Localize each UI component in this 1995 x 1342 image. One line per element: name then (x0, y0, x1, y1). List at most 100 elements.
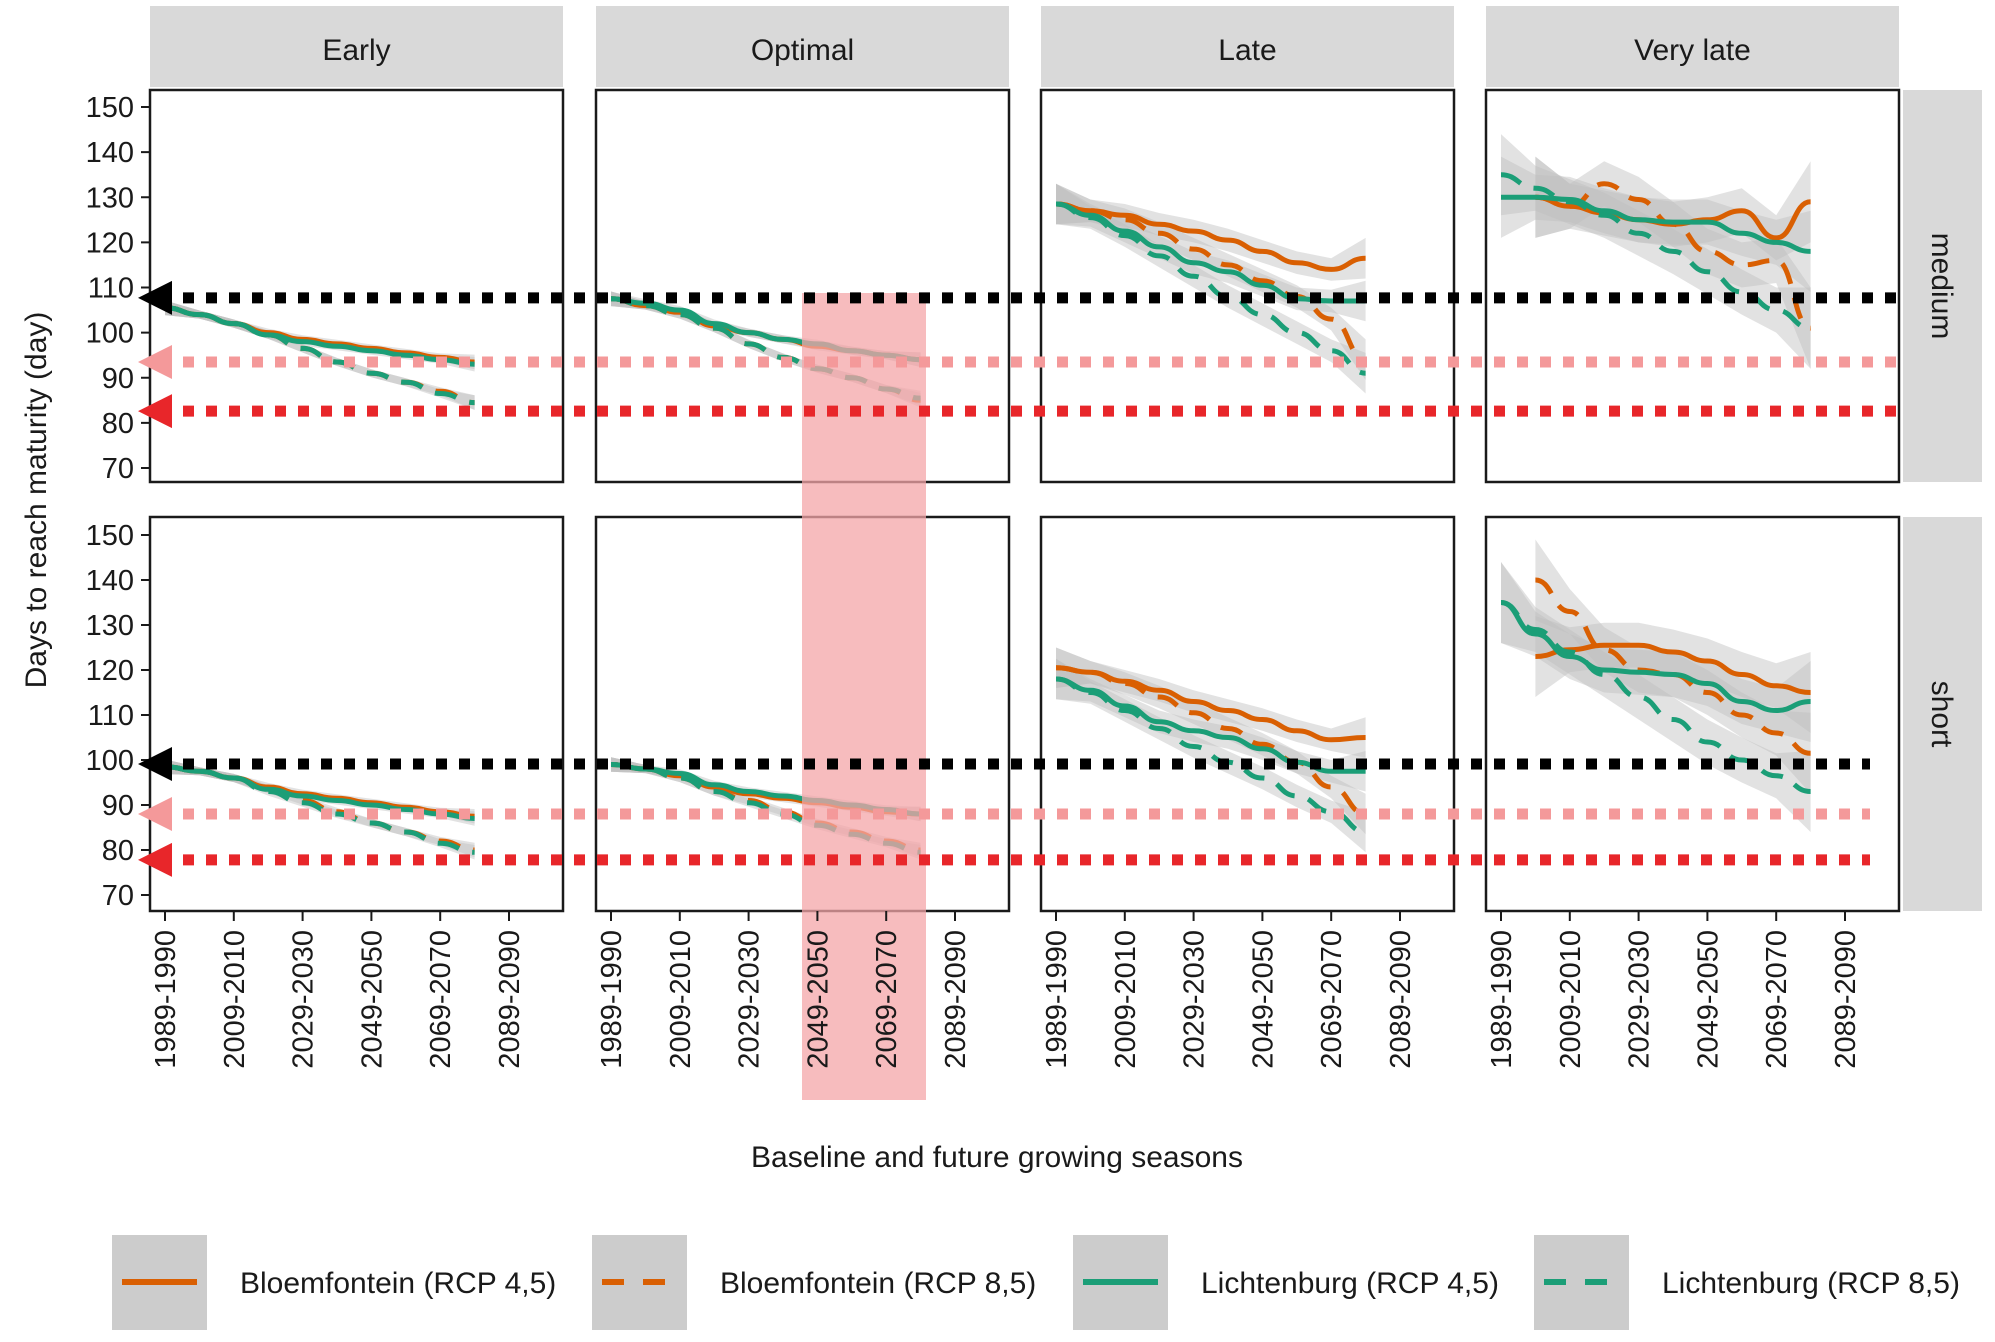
arrow-left-icon (138, 842, 172, 877)
panel-medium-late (1039, 88, 1456, 484)
legend: Bloemfontein (RCP 4,5) Bloemfontein (RCP … (112, 1235, 1960, 1330)
y-tick-label: 140 (86, 565, 134, 597)
legend-label: Bloemfontein (RCP 4,5) (240, 1267, 556, 1300)
highlight-band (802, 293, 926, 1100)
arrow-left-icon (138, 280, 172, 315)
panel-medium-early (148, 88, 565, 484)
x-tick-label: 2069-2070 (1316, 930, 1348, 1069)
strip-label: short (1925, 681, 1958, 748)
panel-medium-very-late (1484, 88, 1901, 484)
x-axes: 1989-1990 2009-2010 2029-2030 2049-2050 2069… (150, 911, 1862, 1069)
panel-short-very-late (1484, 515, 1901, 913)
panels (148, 88, 1901, 1100)
strip-label: Early (322, 34, 390, 67)
y-tick-label: 110 (88, 273, 134, 305)
legend-label: Bloemfontein (RCP 8,5) (720, 1267, 1036, 1300)
series-line-bloemfontein-rcp-8-5 (1055, 665, 1367, 817)
x-tick-label: 2049-2050 (1247, 930, 1279, 1069)
x-axis-title: Baseline and future growing seasons (751, 1141, 1243, 1174)
x-tick-label: 2029-2030 (1179, 930, 1211, 1069)
strip-very-late (1486, 6, 1899, 87)
x-tick-label: 2009-2010 (1555, 930, 1587, 1069)
x-tick-label: 2049-2050 (1692, 930, 1724, 1069)
panel-border (1039, 515, 1456, 913)
series-line-bloemfontein-rcp-8-5 (1535, 181, 1812, 331)
y-tick-label: 130 (86, 610, 134, 642)
series-line-bloemfontein-rcp-4-5 (1535, 642, 1811, 695)
series-line-lichtenburg-rcp-8-5 (164, 305, 475, 406)
panel-border (1484, 88, 1901, 484)
legend-item: Bloemfontein (RCP 8,5) (592, 1235, 1036, 1330)
x-tick-label: 2029-2030 (734, 930, 766, 1069)
confidence-band (1501, 134, 1811, 369)
strip-label: Late (1218, 34, 1276, 67)
panel-background (150, 90, 563, 482)
legend-label: Lichtenburg (RCP 4,5) (1201, 1267, 1499, 1300)
strip-medium (1903, 90, 1982, 482)
column-strips: Early Optimal Late Very late (150, 6, 1899, 87)
series-line-lichtenburg-rcp-8-5 (164, 764, 475, 855)
y-tick-label: 70 (102, 453, 134, 485)
panel-background (1486, 517, 1899, 911)
x-tick-label: 2069-2070 (1761, 930, 1793, 1069)
series-line-lichtenburg-rcp-4-5 (1500, 194, 1811, 254)
y-tick-label: 100 (86, 318, 134, 350)
y-tick-label: 150 (86, 520, 134, 552)
x-tick-label: 2089-2090 (1830, 930, 1862, 1069)
x-tick-label: 2009-2010 (665, 930, 697, 1069)
panel-border (148, 88, 565, 484)
series-line-bloemfontein-rcp-8-5 (1534, 577, 1811, 756)
strip-label: Optimal (751, 34, 854, 67)
y-tick-label: 80 (102, 835, 134, 867)
panel-short-early (148, 515, 565, 913)
x-tick-label: 1989-1990 (1486, 930, 1518, 1069)
arrow-left-icon (138, 797, 172, 831)
y-tick-label: 100 (86, 745, 134, 777)
strip-late (1041, 6, 1454, 87)
y-tick-label: 70 (102, 880, 134, 912)
row-strips: medium short (1903, 90, 1982, 911)
legend-label: Lichtenburg (RCP 8,5) (1662, 1267, 1960, 1300)
arrow-left-icon (138, 747, 172, 782)
x-tick-label: 2069-2070 (871, 930, 903, 1069)
confidence-band (1056, 183, 1366, 322)
y-tick-label: 80 (102, 408, 134, 440)
series-line-bloemfontein-rcp-8-5 (1055, 201, 1367, 363)
legend-item: Bloemfontein (RCP 4,5) (112, 1235, 556, 1330)
x-tick-label: 2069-2070 (425, 930, 457, 1069)
confidence-band (1535, 539, 1811, 794)
strip-optimal (596, 6, 1009, 87)
x-tick-label: 2029-2030 (1624, 930, 1656, 1069)
strip-short (1903, 517, 1982, 911)
series-line-lichtenburg-rcp-8-5 (610, 296, 921, 401)
strip-label: medium (1925, 233, 1958, 340)
y-tick-label: 140 (86, 137, 134, 169)
x-tick-label: 1989-1990 (150, 930, 182, 1069)
x-tick-label: 2009-2010 (1110, 930, 1142, 1069)
y-tick-label: 90 (102, 363, 134, 395)
y-tick-label: 110 (88, 700, 134, 732)
legend-item: Lichtenburg (RCP 8,5) (1534, 1235, 1960, 1330)
panel-short-late (1039, 515, 1456, 913)
x-tick-label: 2089-2090 (1385, 930, 1417, 1069)
x-tick-label: 2009-2010 (219, 930, 251, 1069)
confidence-band (1056, 183, 1366, 281)
x-tick-label: 2049-2050 (802, 930, 834, 1069)
x-tick-label: 1989-1990 (596, 930, 628, 1069)
x-tick-label: 2029-2030 (288, 930, 320, 1069)
reference-lines (138, 280, 1900, 877)
strip-early (150, 6, 563, 87)
series-line-lichtenburg-rcp-8-5 (1055, 201, 1366, 376)
y-tick-label: 150 (86, 92, 134, 124)
y-axes: 70 80 90 100 110 120 130 140 150 70 80 90 100 110 120 1… (86, 92, 150, 912)
y-tick-label: 120 (86, 227, 134, 259)
series-line-lichtenburg-rcp-4-5 (1500, 600, 1811, 714)
panel-border (1039, 88, 1456, 484)
x-tick-label: 2089-2090 (494, 930, 526, 1069)
y-tick-label: 90 (102, 790, 134, 822)
y-axis-title: Days to reach maturity (day) (20, 312, 53, 689)
series-line-lichtenburg-rcp-8-5 (1055, 676, 1366, 835)
y-tick-label: 130 (86, 182, 134, 214)
legend-item: Lichtenburg (RCP 4,5) (1073, 1235, 1499, 1330)
